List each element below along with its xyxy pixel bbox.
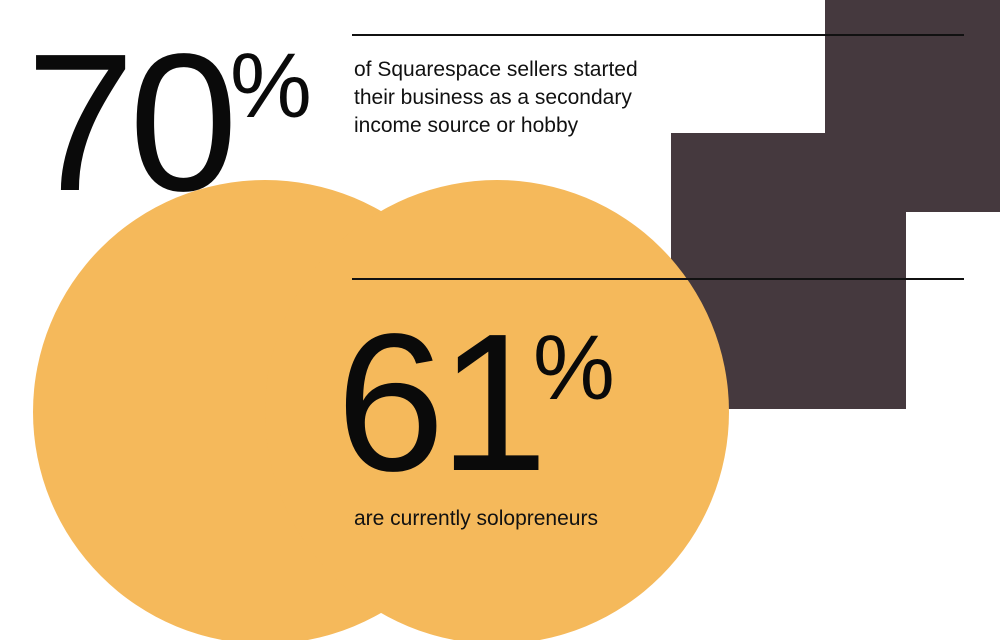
- dark-stepped-block: [671, 0, 1000, 409]
- stat-value-70: 70: [26, 13, 238, 232]
- stat-caption-1: of Squarespace sellers started their bus…: [354, 58, 638, 137]
- stat-value-61: 61: [336, 293, 548, 512]
- percent-sign-2: %: [533, 317, 615, 419]
- stat-caption-2: are currently solopreneurs: [354, 507, 598, 530]
- yellow-circle-right: [265, 180, 729, 640]
- divider-line-top: [352, 34, 964, 36]
- percent-sign-1: %: [230, 35, 312, 137]
- divider-line-middle: [352, 278, 964, 280]
